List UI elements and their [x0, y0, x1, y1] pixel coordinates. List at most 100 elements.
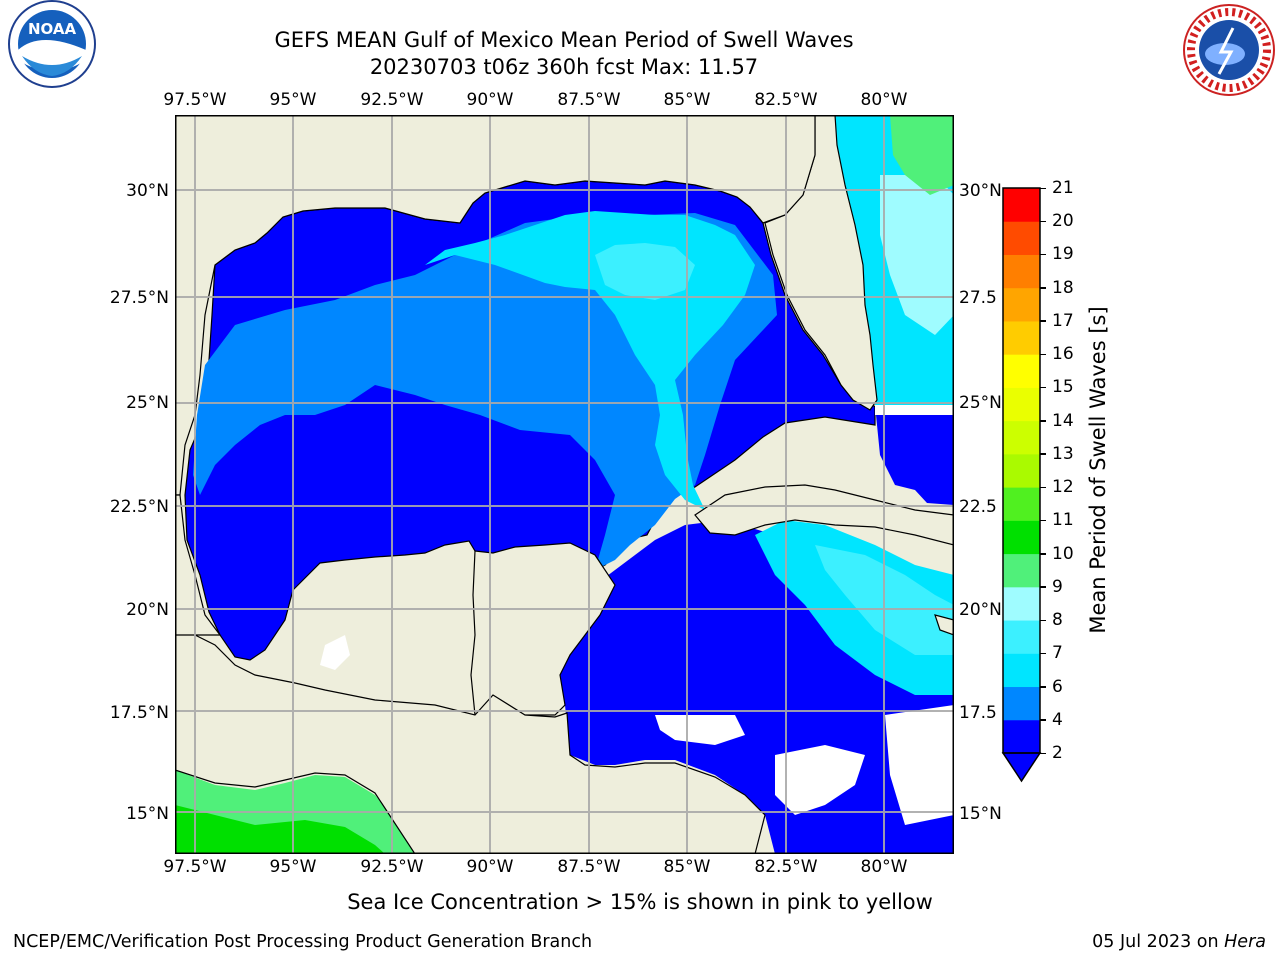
lat-label-right-2: 27.5: [959, 288, 997, 308]
colorbar-tick-label: 4: [1052, 709, 1063, 730]
colorbar-tick-label: 13: [1052, 443, 1074, 464]
swell-period-map: [175, 115, 954, 854]
footer-branch: NCEP/EMC/Verification Post Processing Pr…: [13, 932, 593, 952]
colorbar-tick-mark: [1040, 287, 1046, 289]
colorbar-bin: [1003, 653, 1040, 688]
colorbar-bin: [1003, 620, 1040, 654]
lon-label-top-1: 97.5°W: [163, 90, 227, 110]
svg-text:NOAA: NOAA: [28, 20, 77, 38]
nws-logo: [1183, 4, 1275, 96]
colorbar-tick-mark: [1040, 553, 1046, 555]
colorbar-bin: [1003, 553, 1040, 588]
colorbar-tick-label: 11: [1052, 510, 1074, 531]
lat-label-left-7: 15°N: [126, 804, 169, 824]
atlantic-green: [890, 115, 954, 195]
colorbar-tick-label: 21: [1052, 178, 1074, 198]
colorbar-tick-label: 17: [1052, 310, 1074, 331]
central-america-land: [175, 629, 766, 854]
colorbar-frame: [1002, 187, 1041, 754]
colorbar-tick-mark: [1040, 320, 1046, 322]
colorbar-tick-mark: [1040, 486, 1046, 489]
sea-ice-note: Sea Ice Concentration > 15% is shown in …: [347, 890, 933, 914]
lon-label-top-2: 95°W: [269, 90, 317, 110]
gulf-light-cyan: [595, 243, 695, 300]
lon-label-bottom-7: 82.5°W: [754, 857, 818, 877]
lat-label-left-4: 22.5°N: [109, 497, 169, 517]
colorbar-extend-min: [1001, 752, 1042, 783]
colorbar-tick-mark: [1040, 420, 1046, 422]
colorbar-bin: [1003, 719, 1040, 754]
footer-date: 05 Jul 2023 on Hera: [1092, 932, 1266, 952]
colorbar-bin: [1003, 420, 1040, 455]
lat-label-left-2: 27.5°N: [109, 288, 169, 308]
colorbar-tick-label: 20: [1052, 211, 1074, 232]
colorbar: [1001, 187, 1042, 783]
lon-label-top-8: 80°W: [860, 90, 908, 110]
lon-label-top-7: 82.5°W: [754, 90, 818, 110]
cuba-land: [694, 484, 954, 546]
lon-label-bottom-3: 92.5°W: [360, 857, 424, 877]
lat-label-right-5: 20°N: [959, 600, 1002, 620]
colorbar-tick-mark: [1040, 453, 1046, 455]
no-data-patch-2: [775, 745, 865, 815]
colorbar-bin: [1003, 487, 1040, 521]
no-data-patch-4: [875, 405, 954, 415]
lat-label-right-3: 25°N: [959, 393, 1002, 413]
colorbar-tick-mark: [1040, 619, 1046, 622]
lat-label-left-1: 30°N: [126, 181, 169, 201]
colorbar-tick-mark: [1040, 752, 1046, 754]
footer-host: Hera: [1224, 932, 1266, 952]
lat-label-right-7: 15°N: [959, 804, 1002, 824]
colorbar-bin: [1003, 221, 1040, 255]
colorbar-tick-mark: [1040, 519, 1046, 522]
footer-date-text: 05 Jul 2023 on: [1092, 932, 1225, 952]
colorbar-bin: [1003, 520, 1040, 555]
colorbar-bin: [1003, 287, 1040, 322]
colorbar-bin: [1003, 354, 1040, 388]
lon-label-bottom-1: 97.5°W: [163, 857, 227, 877]
us-gulf-coast-land: [175, 115, 816, 496]
colorbar-tick-label: 18: [1052, 277, 1074, 298]
colorbar-tick-label: 2: [1052, 743, 1063, 763]
lon-label-top-6: 85°W: [663, 90, 711, 110]
graticule: [175, 115, 954, 854]
colorbar-bin: [1003, 387, 1040, 422]
noaa-logo: NOAA: [8, 0, 96, 88]
colorbar-tick-mark: [1040, 719, 1046, 721]
yucatan-land: [470, 542, 616, 716]
colorbar-tick-mark: [1040, 386, 1046, 389]
chart-title: GEFS MEAN Gulf of Mexico Mean Period of …: [274, 28, 854, 52]
lat-label-right-4: 22.5: [959, 497, 997, 517]
lon-label-top-5: 87.5°W: [557, 90, 621, 110]
mexico-west-land: [175, 494, 222, 636]
lon-label-bottom-6: 85°W: [663, 857, 711, 877]
colorbar-bin: [1003, 254, 1040, 289]
colorbar-tick-mark: [1040, 187, 1046, 189]
no-data-patch-3: [885, 705, 954, 825]
colorbar-tick-label: 19: [1052, 244, 1074, 265]
colorbar-bin: [1003, 453, 1040, 488]
lon-label-bottom-8: 80°W: [860, 857, 908, 877]
lon-label-top-4: 90°W: [466, 90, 514, 110]
colorbar-bin: [1003, 188, 1040, 222]
colorbar-tick-mark: [1040, 353, 1046, 356]
no-data-patch-1: [655, 715, 745, 745]
lat-label-right-1: 30°N: [959, 181, 1002, 201]
colorbar-tick-label: 10: [1052, 543, 1074, 564]
colorbar-title: Mean Period of Swell Waves [s]: [1086, 306, 1110, 634]
colorbar-tick-label: 8: [1052, 610, 1063, 631]
colorbar-bin: [1003, 586, 1040, 621]
hispaniola-edge-land: [934, 614, 954, 636]
map-frame: [175, 115, 954, 854]
colorbar-tick-label: 7: [1052, 643, 1063, 664]
lon-label-bottom-5: 87.5°W: [557, 857, 621, 877]
caribbean-cyan: [755, 520, 954, 695]
lat-label-left-6: 17.5°N: [109, 703, 169, 723]
colorbar-tick-mark: [1040, 253, 1046, 256]
colorbar-tick-label: 16: [1052, 344, 1074, 365]
lat-label-left-5: 20°N: [126, 600, 169, 620]
lat-label-right-6: 17.5: [959, 703, 997, 723]
colorbar-tick-label: 14: [1052, 410, 1074, 431]
lon-label-top-3: 92.5°W: [360, 90, 424, 110]
atlantic-light-cyan: [880, 175, 954, 335]
